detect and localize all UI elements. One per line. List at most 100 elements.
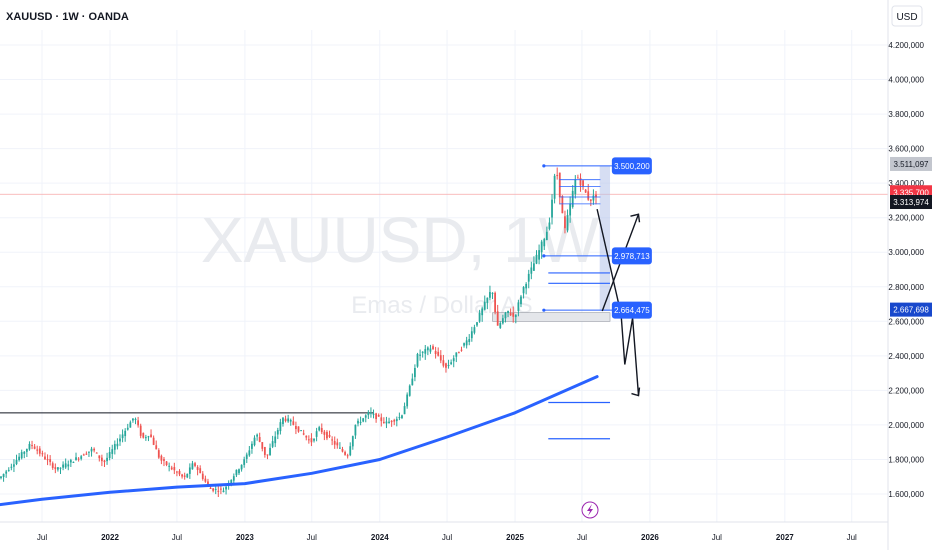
price-tag-label: 3.313,974 (893, 198, 929, 207)
level-label-box (611, 247, 652, 265)
candle-body (372, 413, 375, 415)
candle-body (380, 417, 383, 422)
price-tag-box (890, 156, 932, 171)
candle-body (514, 314, 517, 318)
candle-body (367, 412, 370, 416)
candle-body (359, 421, 362, 423)
candle-body (88, 451, 90, 453)
candle-body (230, 479, 233, 485)
candle-body (455, 352, 458, 357)
level-label-text: 3.500,200 (614, 162, 650, 171)
candle-body (377, 414, 380, 417)
candle-body (5, 471, 8, 474)
candle-body (432, 346, 434, 350)
candle-body (476, 322, 478, 326)
price-axis[interactable]: 4.200,000 4.000,000 3.800,000 3.600,000 3.40… (887, 0, 925, 550)
candle-body (354, 424, 357, 436)
price-tick-label: 2.200,000 (888, 386, 924, 395)
candle-body (509, 313, 512, 316)
candle-body (457, 352, 460, 354)
price-tag-label: 3.335,700 (893, 188, 929, 197)
time-tick-label: 2022 (101, 533, 119, 542)
level-dot (542, 164, 546, 168)
candle-body (85, 453, 88, 455)
candle-body (2, 473, 5, 478)
candle-body (364, 415, 367, 418)
candle-body (357, 420, 359, 424)
price-tick-label: 2.400,000 (888, 352, 924, 361)
candle-body (595, 194, 597, 198)
candle-body (302, 433, 305, 435)
level-label-box (611, 301, 652, 319)
candle-body (199, 468, 202, 474)
candle-body (566, 215, 569, 231)
candle-body (196, 467, 199, 471)
candle-body (69, 460, 72, 463)
candle-body (328, 434, 331, 437)
candle-body (137, 420, 140, 426)
candle-body (388, 421, 390, 424)
candle-body (124, 430, 127, 437)
candle-body (414, 368, 416, 378)
candle-body (310, 438, 313, 443)
candle-body (144, 437, 147, 439)
ema-line (0, 375, 599, 507)
candle-body (489, 292, 491, 298)
candle-body (297, 426, 300, 432)
candle-body (556, 175, 559, 177)
candle-body (222, 490, 225, 493)
candle-body (540, 241, 543, 253)
candle-body (31, 445, 33, 447)
level-label-text: 2.978,713 (614, 252, 650, 261)
price-tick-label: 3.000,000 (888, 248, 924, 257)
candle-body (426, 347, 429, 351)
candle-body (163, 459, 165, 461)
price-tick-label: 1.800,000 (888, 455, 924, 464)
candle-body (77, 458, 80, 460)
candle-body (439, 355, 442, 361)
candle-body (442, 360, 445, 366)
candle-body (571, 190, 574, 207)
candle-body (486, 297, 489, 304)
candle-body (170, 467, 173, 470)
candle-body (525, 283, 528, 289)
watermark: XAUUSD, 1W Emas / Dollar AS (201, 204, 600, 319)
candle-body (248, 450, 251, 456)
candle-body (269, 447, 271, 456)
candle-body (491, 292, 494, 294)
projection-box (599, 165, 611, 311)
candle-body (465, 340, 468, 346)
candle-body (349, 446, 352, 456)
candle-body (463, 343, 465, 346)
candle-body (538, 250, 540, 260)
candle-body (395, 419, 398, 422)
lightning-icon[interactable] (581, 501, 599, 519)
candle-body (545, 231, 548, 241)
candle-body (253, 437, 256, 446)
candle-body (470, 331, 473, 339)
candle-body (520, 296, 522, 305)
candle-body (121, 434, 124, 439)
candle-body (165, 461, 168, 466)
candle-body (150, 434, 152, 438)
candle-body (108, 452, 111, 458)
annotations-back (0, 165, 888, 414)
candle-body (300, 430, 302, 432)
watermark-symbol: XAUUSD, 1W (201, 204, 600, 276)
candle-body (95, 452, 98, 454)
candle-body (147, 436, 150, 438)
candle-body (341, 448, 344, 452)
candle-body (217, 490, 220, 492)
price-tick-label: 1.600,000 (888, 490, 924, 499)
candle-body (209, 487, 212, 489)
candle-body (181, 474, 183, 477)
candle-body (318, 427, 321, 431)
price-tick-label: 2.600,000 (888, 317, 924, 326)
currency-button[interactable]: USD (891, 5, 923, 27)
price-tick-label: 3.600,000 (888, 145, 924, 154)
candle-body (478, 312, 481, 322)
candle-body (307, 439, 310, 441)
time-axis[interactable]: Jul 2022 Jul 2023 Jul 2024 Jul 2025 Jul 2026 Jul 20… (0, 521, 888, 542)
